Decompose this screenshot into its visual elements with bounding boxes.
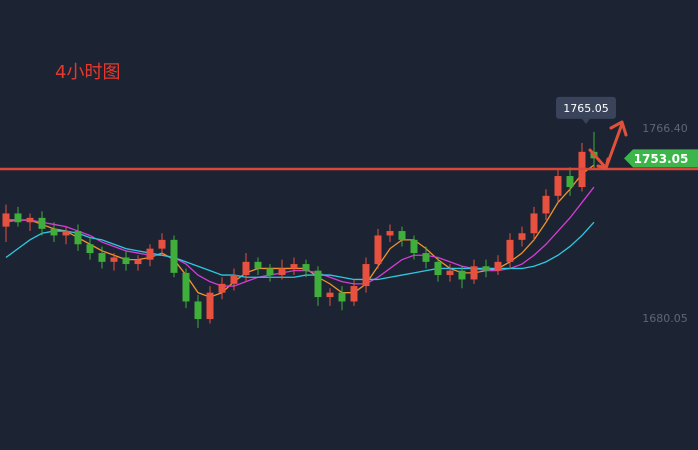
candle-body: [506, 239, 514, 262]
high-label: 1765.05: [563, 102, 609, 115]
candle-body: [170, 239, 178, 273]
candle-body: [530, 213, 538, 234]
candle-body: [2, 213, 10, 227]
high-callout: [556, 96, 616, 119]
last-price-tag: [624, 149, 698, 168]
candle-body: [182, 272, 190, 302]
candle-body: [326, 292, 334, 298]
candle-body: [518, 233, 526, 240]
candle-body: [458, 270, 466, 280]
candle-body: [434, 261, 442, 276]
candle-body: [302, 264, 310, 271]
candle-body: [278, 268, 286, 276]
candle-body: [566, 176, 574, 188]
candle-body: [374, 235, 382, 265]
candle-body: [50, 228, 58, 236]
candle-body: [86, 244, 94, 254]
candle-body: [146, 248, 154, 260]
candle-body: [446, 270, 454, 276]
candle-body: [350, 286, 358, 302]
candle-body: [254, 261, 262, 269]
candle-body: [158, 239, 166, 249]
arrow-head: [609, 120, 628, 137]
candle-body: [62, 231, 70, 236]
candle-body: [98, 253, 106, 262]
y-tick-label: 1766.40: [642, 122, 688, 135]
forecast-arrow: [588, 120, 628, 170]
arrow-head: [596, 157, 610, 170]
last-price-label: 1753.05: [634, 152, 689, 166]
high-callout-pointer: [582, 118, 590, 124]
candle-body: [266, 268, 274, 276]
candle-body: [206, 292, 214, 320]
candle-body: [218, 283, 226, 293]
candle-body: [470, 266, 478, 280]
candle-body: [482, 266, 490, 271]
candle-body: [74, 231, 82, 245]
candle-body: [362, 264, 370, 287]
candle-body: [122, 257, 130, 265]
candle-body: [110, 257, 118, 262]
candle-body: [26, 217, 34, 223]
y-tick-label: 1680.05: [642, 312, 688, 325]
candle-body: [338, 292, 346, 302]
candle-body: [410, 239, 418, 254]
chart-title: 4小时图: [55, 62, 120, 83]
candle-body: [194, 301, 202, 320]
candle-body: [230, 275, 238, 284]
candle-body: [398, 231, 406, 240]
candle-body: [422, 253, 430, 262]
candle-body: [14, 213, 22, 223]
candle-body: [314, 270, 322, 298]
candle-body: [242, 261, 250, 276]
candle-body: [290, 264, 298, 269]
candle-body: [134, 259, 142, 265]
candle-body: [494, 261, 502, 271]
candle-body: [386, 231, 394, 236]
candle-body: [38, 217, 46, 229]
candle-body: [554, 176, 562, 196]
candle-body: [542, 195, 550, 214]
